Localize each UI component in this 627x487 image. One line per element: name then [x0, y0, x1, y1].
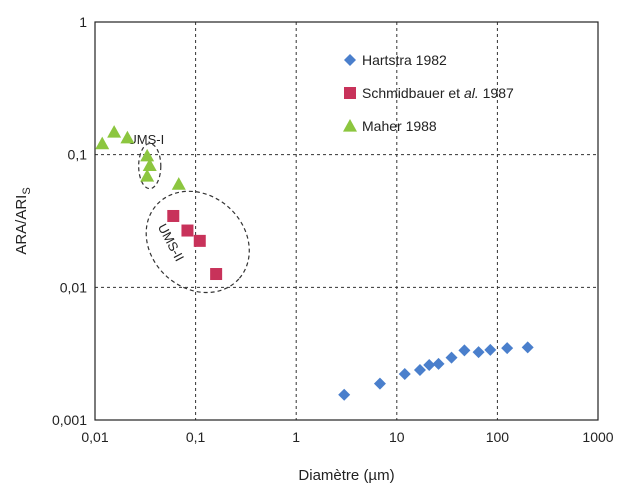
data-point — [472, 346, 485, 359]
legend-label-part: al. — [464, 85, 479, 101]
data-point — [107, 125, 122, 138]
legend-label-part: Maher 1988 — [362, 118, 437, 134]
cluster-ellipse — [138, 142, 162, 190]
cluster-label: UMS-I — [127, 132, 164, 147]
data-point — [338, 388, 351, 401]
data-point — [413, 364, 426, 377]
x-tick-label: 100 — [486, 429, 510, 445]
data-point — [120, 130, 135, 144]
grid-lines — [95, 22, 598, 420]
data-point — [193, 234, 206, 247]
x-tick-label: 0,1 — [186, 429, 206, 445]
data-point — [210, 268, 223, 281]
data-point — [142, 158, 157, 172]
data-point — [423, 358, 436, 371]
data-point — [521, 341, 534, 354]
x-tick-label: 10 — [389, 429, 405, 445]
y-tick-label: 0,1 — [68, 147, 88, 163]
legend-marker — [344, 54, 356, 66]
y-axis-label: ARA/ARIS — [13, 187, 33, 254]
data-point — [484, 343, 497, 356]
x-axis-label: Diamètre (µm) — [298, 467, 394, 484]
data-point — [181, 224, 194, 237]
data-point — [432, 357, 445, 370]
x-tick-label: 1 — [292, 429, 300, 445]
legend-label-part: 1987 — [479, 85, 514, 101]
y-tick-label: 0,001 — [52, 412, 87, 428]
legend-marker — [344, 87, 356, 99]
x-tick-labels: 0,01 0,1 1 10 100 1000 — [81, 429, 613, 445]
data-points — [95, 125, 534, 401]
data-point — [458, 344, 471, 357]
x-tick-label: 0,01 — [81, 429, 108, 445]
data-point — [373, 377, 386, 390]
data-point — [95, 136, 110, 150]
legend-label: Hartstra 1982 — [362, 52, 447, 68]
data-point — [171, 177, 186, 190]
legend: Hartstra 1982 Schmidbauer et al. 1987 Mahe… — [343, 52, 514, 134]
cluster-ellipse — [145, 190, 250, 294]
legend-label-part: Schmidbauer et — [362, 85, 464, 101]
y-axis-label-subscript: S — [21, 187, 33, 194]
data-point — [167, 209, 180, 222]
data-point — [398, 368, 411, 381]
legend-label: Schmidbauer et al. 1987 — [362, 85, 514, 101]
legend-label-part: Hartstra 1982 — [362, 52, 447, 68]
data-point — [445, 351, 458, 364]
y-tick-labels: 0,001 0,01 0,1 1 — [52, 14, 87, 428]
legend-marker — [343, 119, 357, 132]
y-tick-label: 1 — [79, 14, 87, 30]
x-tick-label: 1000 — [582, 429, 613, 445]
y-tick-label: 0,01 — [60, 279, 87, 295]
data-point — [501, 342, 514, 355]
legend-label: Maher 1988 — [362, 118, 437, 134]
plot-frame — [94, 21, 599, 421]
y-axis-label-main: ARA/ARI — [13, 195, 30, 255]
data-point — [140, 169, 155, 182]
data-point — [140, 148, 155, 162]
